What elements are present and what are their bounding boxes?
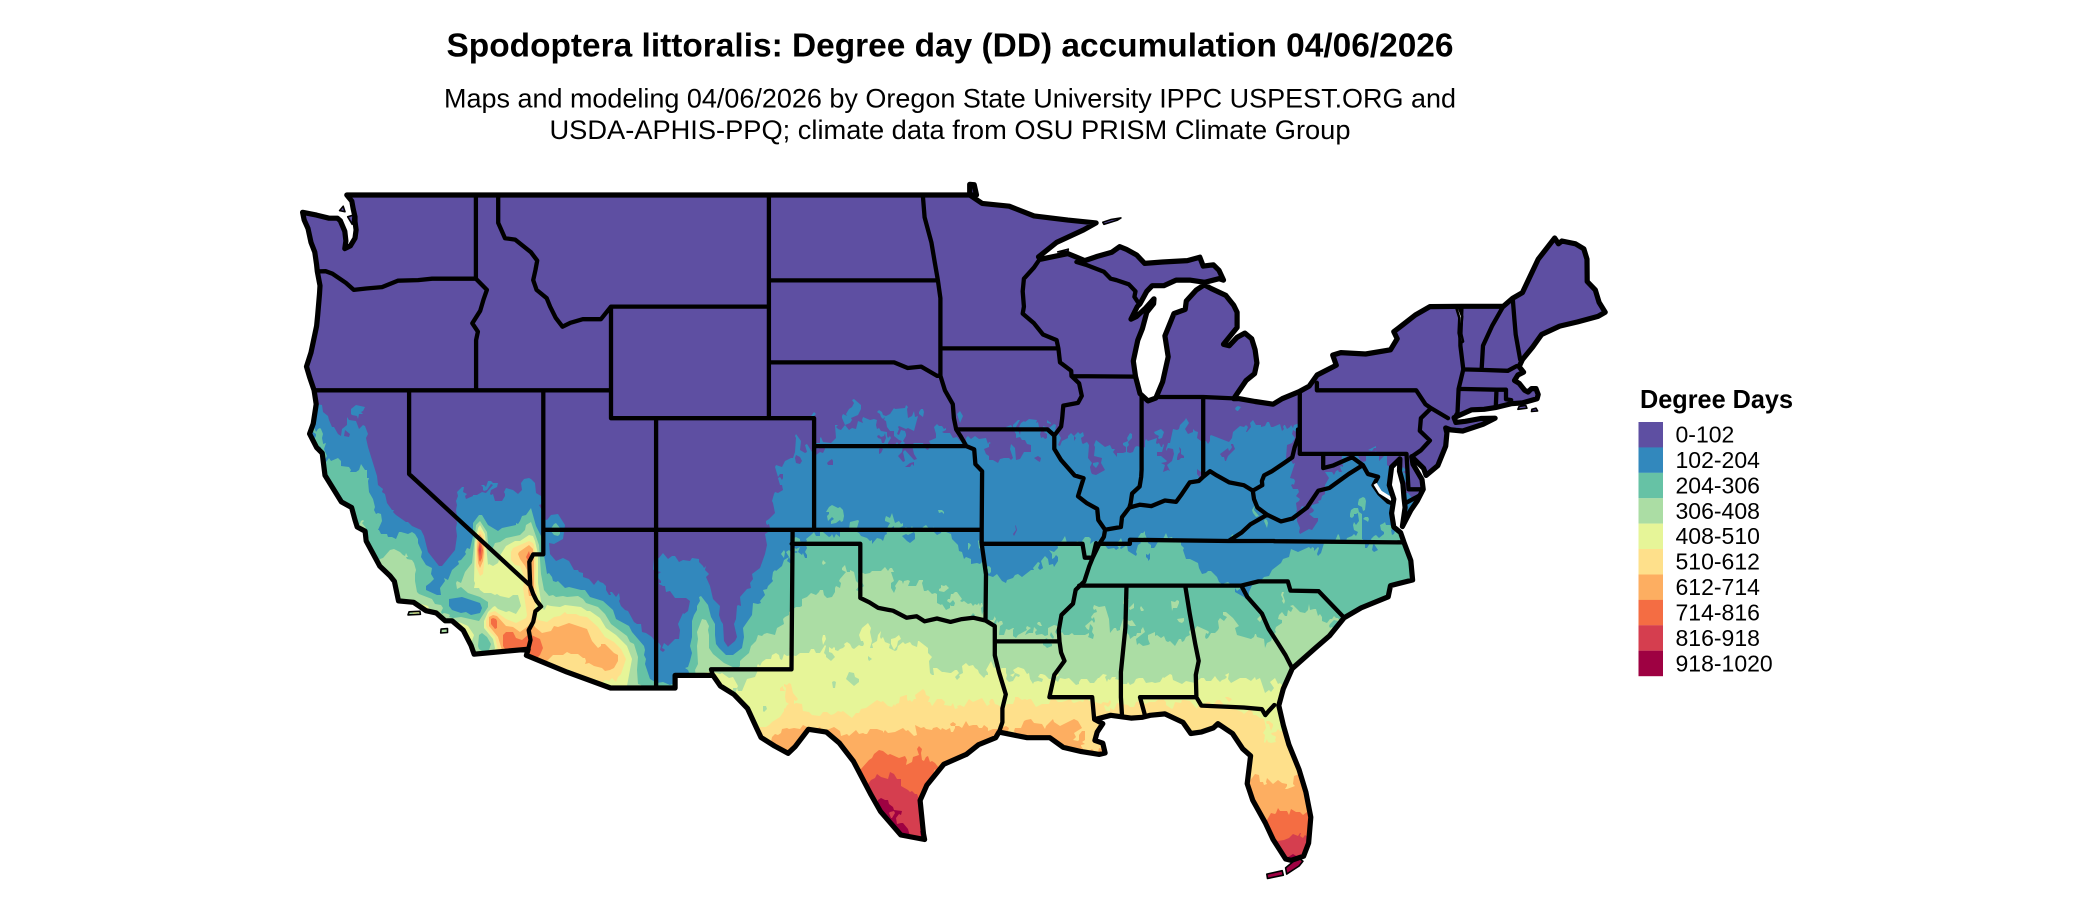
svg-text:Spodoptera littoralis: Degree: Spodoptera littoralis: Degree day (DD) a…	[447, 27, 1454, 64]
svg-text:408-510: 408-510	[1676, 523, 1760, 549]
svg-text:918-1020: 918-1020	[1676, 650, 1773, 676]
svg-text:612-714: 612-714	[1676, 574, 1761, 600]
svg-text:714-816: 714-816	[1676, 600, 1760, 626]
svg-text:204-306: 204-306	[1676, 472, 1760, 498]
svg-text:306-408: 306-408	[1676, 498, 1760, 524]
svg-text:102-204: 102-204	[1676, 447, 1761, 473]
svg-text:USDA-APHIS-PPQ; climate data f: USDA-APHIS-PPQ; climate data from OSU PR…	[550, 115, 1351, 145]
svg-text:0-102: 0-102	[1676, 422, 1735, 448]
svg-text:Maps and modeling 04/06/2026 b: Maps and modeling 04/06/2026 by Oregon S…	[444, 83, 1456, 113]
svg-text:816-918: 816-918	[1676, 625, 1760, 651]
svg-text:Degree Days: Degree Days	[1640, 384, 1793, 414]
svg-text:510-612: 510-612	[1676, 549, 1760, 575]
